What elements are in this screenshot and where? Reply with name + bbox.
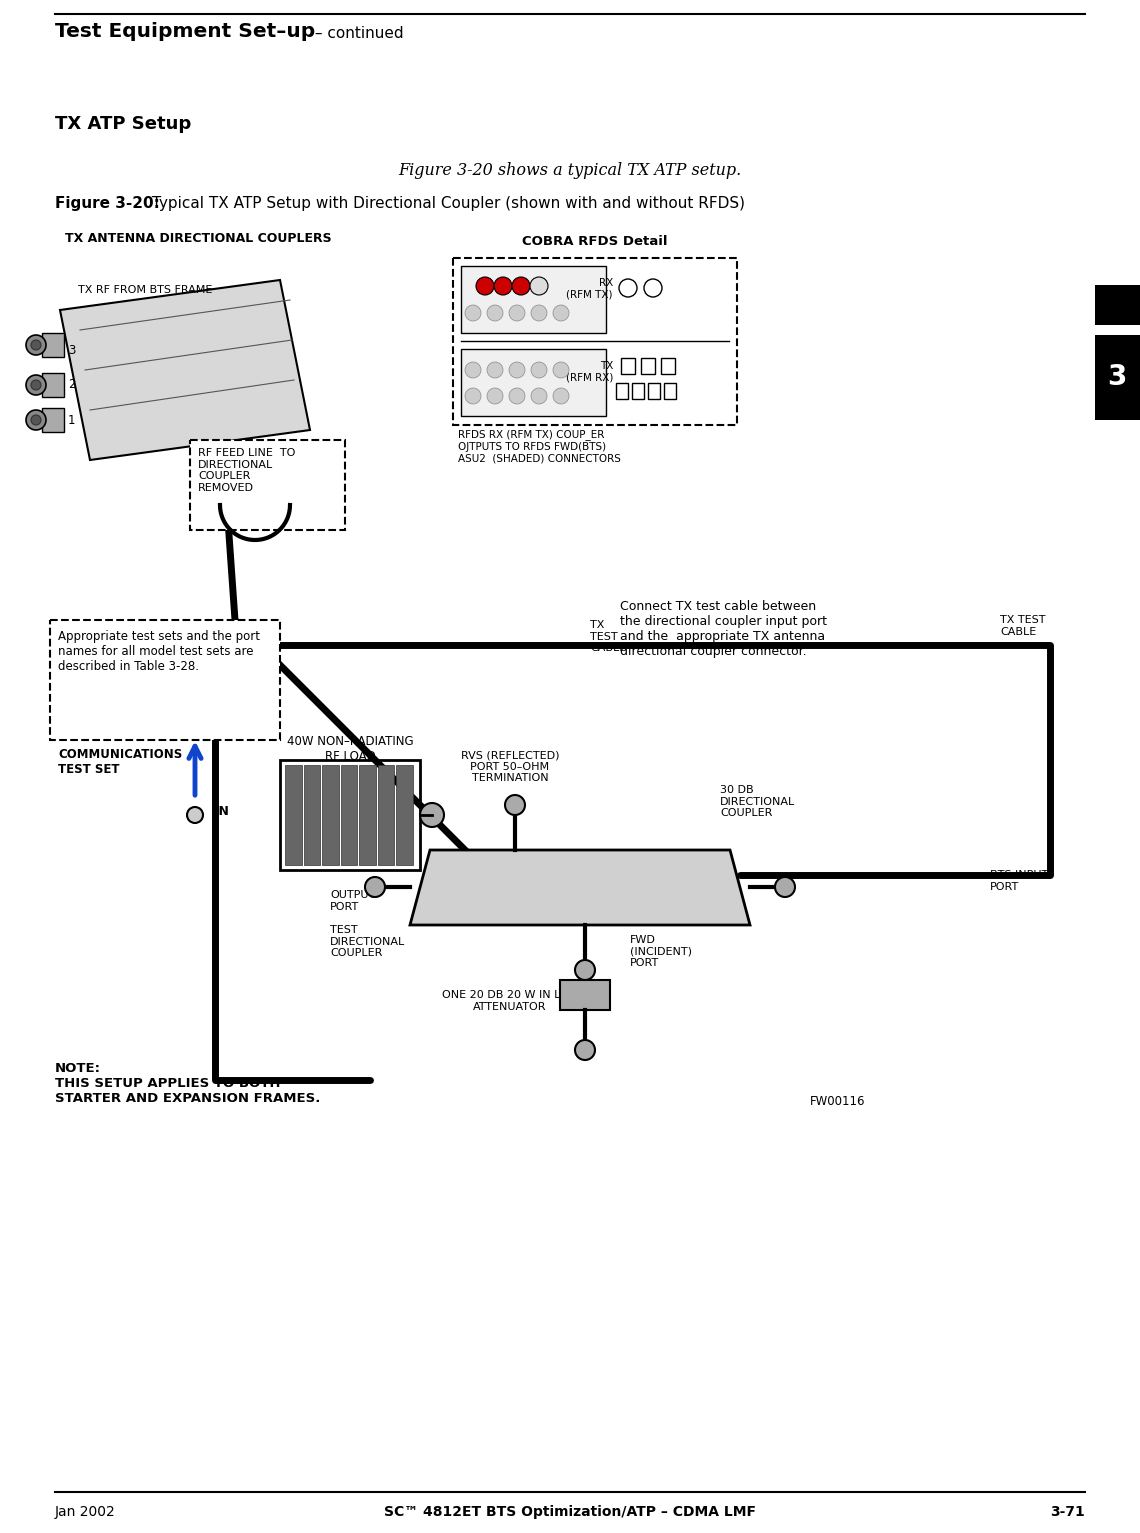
Circle shape xyxy=(775,877,795,897)
Bar xyxy=(42,373,64,397)
Circle shape xyxy=(477,277,494,294)
Text: TX
TEST
CABLE: TX TEST CABLE xyxy=(591,619,626,653)
Text: Connect TX test cable between
the directional coupler input port
and the  approp: Connect TX test cable between the direct… xyxy=(620,599,826,658)
Text: 30 DB
DIRECTIONAL
COUPLER: 30 DB DIRECTIONAL COUPLER xyxy=(720,785,796,819)
Circle shape xyxy=(465,388,481,405)
Text: Typical TX ATP Setup with Directional Coupler (shown with and without RFDS): Typical TX ATP Setup with Directional Co… xyxy=(147,196,746,212)
Circle shape xyxy=(187,806,203,823)
Text: RFDS RX (RFM TX) COUP_ER
OJTPUTS TO RFDS FWD(BTS)
ASU2  (SHADED) CONNECTORS: RFDS RX (RFM TX) COUP_ER OJTPUTS TO RFDS… xyxy=(458,429,621,463)
Text: 40W NON–RADIATING
RF LOAD: 40W NON–RADIATING RF LOAD xyxy=(286,734,414,763)
Bar xyxy=(377,765,394,865)
Text: 1: 1 xyxy=(68,414,75,426)
Text: RF FEED LINE  TO
DIRECTIONAL
COUPLER
REMOVED: RF FEED LINE TO DIRECTIONAL COUPLER REMO… xyxy=(198,448,295,492)
Bar xyxy=(397,765,413,865)
Bar xyxy=(661,359,675,374)
Text: RX
(RFM TX): RX (RFM TX) xyxy=(567,277,613,299)
Bar xyxy=(359,765,376,865)
Text: IN: IN xyxy=(215,805,230,819)
Bar xyxy=(461,267,606,333)
Bar xyxy=(323,765,339,865)
Circle shape xyxy=(575,1039,595,1059)
Text: Jan 2002: Jan 2002 xyxy=(55,1505,116,1519)
Circle shape xyxy=(508,362,526,379)
Text: Figure 3-20 shows a typical TX ATP setup.: Figure 3-20 shows a typical TX ATP setup… xyxy=(398,162,742,179)
Text: SC™ 4812ET BTS Optimization/ATP – CDMA LMF: SC™ 4812ET BTS Optimization/ATP – CDMA L… xyxy=(384,1505,756,1519)
Bar xyxy=(1096,285,1140,325)
Text: ONE 20 DB 20 W IN LINE
ATTENUATOR: ONE 20 DB 20 W IN LINE ATTENUATOR xyxy=(441,990,578,1012)
Circle shape xyxy=(31,380,41,389)
Bar xyxy=(560,980,610,1010)
Circle shape xyxy=(619,279,637,297)
Text: Figure 3-20:: Figure 3-20: xyxy=(55,196,160,212)
Circle shape xyxy=(512,277,530,294)
Text: TX
(RFM RX): TX (RFM RX) xyxy=(565,360,613,383)
Circle shape xyxy=(508,388,526,405)
Circle shape xyxy=(494,277,512,294)
Bar xyxy=(285,765,302,865)
Text: OUTPUT
PORT: OUTPUT PORT xyxy=(329,891,375,912)
Bar xyxy=(632,383,644,399)
Circle shape xyxy=(531,362,547,379)
Circle shape xyxy=(531,388,547,405)
Text: NOTE:
THIS SETUP APPLIES TO BOTH
STARTER AND EXPANSION FRAMES.: NOTE: THIS SETUP APPLIES TO BOTH STARTER… xyxy=(55,1062,320,1105)
Polygon shape xyxy=(60,281,310,460)
Bar xyxy=(303,765,320,865)
Bar xyxy=(42,333,64,357)
Text: COMMUNICATIONS
TEST SET: COMMUNICATIONS TEST SET xyxy=(58,748,182,776)
Circle shape xyxy=(487,305,503,320)
Text: – continued: – continued xyxy=(310,26,404,41)
Text: 2: 2 xyxy=(68,379,75,391)
Text: BTS INPUT
PORT: BTS INPUT PORT xyxy=(990,871,1049,892)
Bar xyxy=(648,383,660,399)
Text: Appropriate test sets and the port
names for all model test sets are
described i: Appropriate test sets and the port names… xyxy=(58,630,260,673)
Bar xyxy=(341,765,357,865)
Text: FW00116: FW00116 xyxy=(811,1095,865,1108)
Circle shape xyxy=(553,388,569,405)
Bar xyxy=(453,258,736,425)
Text: TEST
DIRECTIONAL
COUPLER: TEST DIRECTIONAL COUPLER xyxy=(329,924,405,958)
Bar xyxy=(621,359,635,374)
Circle shape xyxy=(365,877,385,897)
Circle shape xyxy=(575,960,595,980)
Circle shape xyxy=(465,362,481,379)
Circle shape xyxy=(487,388,503,405)
Text: TX ATP Setup: TX ATP Setup xyxy=(55,115,192,133)
Circle shape xyxy=(26,376,46,396)
Text: 3-71: 3-71 xyxy=(1050,1505,1085,1519)
Bar xyxy=(641,359,656,374)
Circle shape xyxy=(531,305,547,320)
Text: 3: 3 xyxy=(68,343,75,357)
Circle shape xyxy=(487,362,503,379)
Circle shape xyxy=(26,336,46,356)
Circle shape xyxy=(420,803,443,826)
Circle shape xyxy=(31,415,41,425)
Bar xyxy=(461,350,606,415)
Text: TX RF FROM BTS FRAME: TX RF FROM BTS FRAME xyxy=(78,285,212,294)
Circle shape xyxy=(553,362,569,379)
Circle shape xyxy=(553,305,569,320)
Circle shape xyxy=(505,796,526,816)
Bar xyxy=(1096,336,1140,420)
Text: RVS (REFLECTED)
PORT 50–OHM
TERMINATION: RVS (REFLECTED) PORT 50–OHM TERMINATION xyxy=(461,750,560,783)
Bar xyxy=(280,760,420,871)
Circle shape xyxy=(31,340,41,350)
Text: TX ANTENNA DIRECTIONAL COUPLERS: TX ANTENNA DIRECTIONAL COUPLERS xyxy=(65,231,332,245)
Bar xyxy=(50,619,280,740)
Text: Test Equipment Set–up: Test Equipment Set–up xyxy=(55,21,316,41)
Text: 3: 3 xyxy=(1107,363,1126,391)
Text: COBRA RFDS Detail: COBRA RFDS Detail xyxy=(522,235,668,248)
Text: FWD
(INCIDENT)
PORT: FWD (INCIDENT) PORT xyxy=(630,935,692,969)
Bar xyxy=(616,383,628,399)
Polygon shape xyxy=(410,849,750,924)
Bar xyxy=(190,440,345,530)
Bar xyxy=(663,383,676,399)
Circle shape xyxy=(644,279,662,297)
Circle shape xyxy=(530,277,548,294)
Circle shape xyxy=(26,409,46,429)
Bar xyxy=(42,408,64,432)
Text: TX TEST
CABLE: TX TEST CABLE xyxy=(1000,615,1045,636)
Circle shape xyxy=(465,305,481,320)
Circle shape xyxy=(508,305,526,320)
